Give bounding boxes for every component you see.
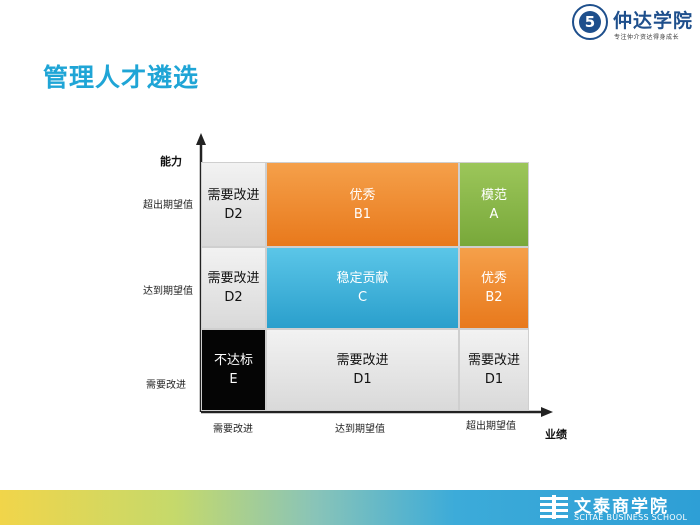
- footer-logo-en: SCITAE BUSINESS SCHOOL: [574, 513, 688, 522]
- footer-logo-cn: 文泰商学院: [574, 497, 669, 517]
- x-axis-label: 业绩: [545, 428, 567, 441]
- cell-label: 优秀: [349, 187, 376, 203]
- cell-label: 模范: [480, 187, 507, 203]
- cell-label: 需要改进: [336, 353, 389, 368]
- cell-code: D2: [224, 290, 243, 305]
- cell-label: 优秀: [480, 271, 507, 286]
- cell-code: E: [229, 372, 238, 387]
- cell-label: 需要改进: [467, 353, 520, 368]
- y-tick-meets: 达到期望值: [143, 286, 193, 297]
- cell-code: B1: [353, 206, 372, 222]
- cell-code: C: [357, 290, 368, 305]
- cell-c: 稳定贡献 C: [266, 247, 459, 329]
- academy-logo: 5 仲达学院 专注仲介资达得身成长: [572, 3, 696, 47]
- cell-code: D1: [353, 372, 372, 387]
- logo-tagline: 专注仲介资达得身成长: [614, 34, 680, 41]
- cell-e: 不达标 E: [201, 329, 266, 411]
- y-axis-label: 能力: [160, 155, 182, 168]
- y-tick-exceeds: 超出期望值: [143, 200, 193, 211]
- x-axis-arrow-icon: [541, 407, 553, 417]
- y-tick-needs-improvement: 需要改进: [146, 380, 186, 391]
- cell-label: 需要改进: [207, 187, 260, 203]
- y-axis-arrow-icon: [196, 133, 206, 145]
- cell-d1-right: 需要改进 D1: [459, 329, 529, 411]
- cell-d2-top: 需要改进 D2: [201, 162, 266, 247]
- cell-label: 不达标: [213, 353, 253, 368]
- cell-b2: 优秀 B2: [459, 247, 529, 329]
- cell-label: 稳定贡献: [336, 271, 389, 286]
- footer-gradient-bar: [0, 490, 700, 525]
- logo-text: 仲达学院: [613, 10, 694, 32]
- cell-code: D1: [484, 372, 504, 387]
- x-tick-needs-improvement: 需要改进: [213, 424, 253, 435]
- cell-a: 模范 A: [459, 162, 529, 247]
- x-tick-exceeds: 超出期望值: [466, 421, 516, 432]
- cell-d2-mid: 需要改进 D2: [201, 247, 266, 329]
- footer-school-logo: 文泰商学院 SCITAE BUSINESS SCHOOL: [538, 491, 698, 524]
- cell-code: D2: [224, 206, 243, 222]
- school-emblem-icon: [540, 495, 568, 519]
- cell-code: A: [489, 206, 499, 222]
- cell-code: B2: [485, 290, 503, 305]
- academy-emblem-icon: 5: [572, 4, 608, 40]
- cell-d1-mid: 需要改进 D1: [266, 329, 459, 411]
- cell-b1: 优秀 B1: [266, 162, 459, 247]
- x-tick-meets: 达到期望值: [335, 424, 385, 435]
- cell-label: 需要改进: [207, 271, 260, 286]
- page-title: 管理人才遴选: [43, 63, 200, 92]
